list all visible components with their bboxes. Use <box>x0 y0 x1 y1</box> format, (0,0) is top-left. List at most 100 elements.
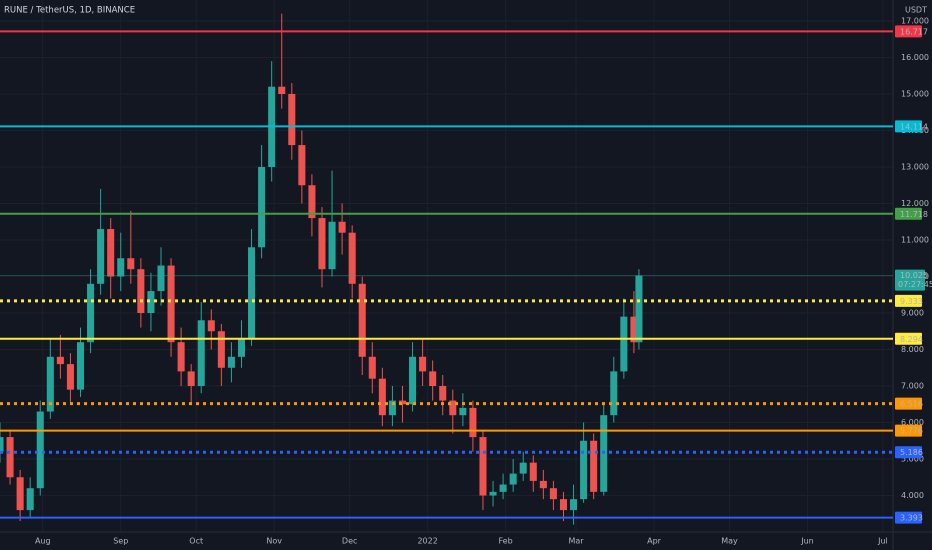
candle-body <box>398 400 407 405</box>
chart-title: RUNE / TetherUS, 1D, BINANCE <box>4 6 135 16</box>
level-label: 9.333 <box>900 297 923 306</box>
level-label-box <box>895 207 922 220</box>
candle-body <box>378 378 386 416</box>
x-tick-label: Dec <box>342 537 357 546</box>
level-label-box <box>895 511 922 524</box>
candle-body <box>499 484 507 492</box>
candle-body <box>237 338 246 357</box>
candle-body <box>580 440 588 500</box>
candle-body <box>6 437 14 478</box>
y-tick-label: 7.000 <box>901 381 924 390</box>
candle-body <box>409 356 417 405</box>
y-tick-label: 17.000 <box>901 16 929 25</box>
current-price-box <box>895 269 925 291</box>
candle-body <box>479 437 487 496</box>
candle-body <box>610 371 618 416</box>
x-tick-label: Jul <box>877 537 888 546</box>
candle-body <box>549 488 557 500</box>
level-label-box <box>895 25 922 38</box>
candle-body <box>248 247 256 339</box>
candle-body <box>36 411 44 489</box>
candle-body <box>358 283 366 357</box>
candle-body <box>258 166 266 248</box>
x-tick-label: Aug <box>35 537 51 546</box>
x-tick-label: Feb <box>499 537 513 546</box>
level-label: 5.186 <box>900 448 923 457</box>
x-tick-label: Oct <box>189 537 203 546</box>
y-tick-label: 6.000 <box>901 418 924 427</box>
candle-body <box>559 499 567 511</box>
candle-body <box>97 229 105 284</box>
currency: USDT <box>905 6 927 15</box>
candle-body <box>590 440 598 492</box>
candle-body <box>87 283 95 343</box>
candle-body <box>46 356 54 412</box>
current-price-label: 10.025 <box>900 271 928 280</box>
level-label-box <box>895 120 922 133</box>
level-label: 16.717 <box>900 27 928 36</box>
level-label-box <box>895 294 922 307</box>
candle-body <box>630 316 638 343</box>
candle-body <box>147 291 155 313</box>
candle-body <box>227 356 235 368</box>
level-label-box <box>895 397 922 410</box>
y-tick-label: 5.000 <box>901 454 924 463</box>
candle-body <box>167 265 175 343</box>
candle-body <box>217 331 225 368</box>
x-tick-label: Sep <box>113 537 128 546</box>
candle-body <box>157 265 165 292</box>
candle-body <box>529 462 537 481</box>
x-tick-label: Mar <box>569 537 585 546</box>
x-tick-label: May <box>721 537 738 546</box>
y-tick-label: 9.000 <box>901 308 924 317</box>
candle-body <box>519 462 527 474</box>
candle-body <box>197 320 205 386</box>
candle-body <box>177 342 185 372</box>
candle-body <box>278 86 286 94</box>
candle-body <box>318 218 326 270</box>
candle-body <box>207 320 215 332</box>
level-label: 14.114 <box>900 122 928 131</box>
candle-body <box>469 407 477 438</box>
candle-body <box>187 371 195 386</box>
y-tick-label: 15.000 <box>901 89 929 98</box>
candle-body <box>137 269 145 313</box>
candle-body <box>76 342 85 390</box>
level-label-box <box>895 424 922 437</box>
candle-body <box>429 371 437 386</box>
candle-body <box>56 356 64 365</box>
candle-body <box>0 437 4 452</box>
level-label: 8.294 <box>900 335 923 344</box>
candle-body <box>288 93 296 146</box>
candle-body <box>620 316 628 372</box>
candle-body <box>368 356 376 379</box>
candle-body <box>107 229 115 277</box>
candle-body <box>439 385 447 401</box>
candle-body <box>338 221 346 233</box>
candle-body <box>298 145 306 186</box>
candle-body <box>117 258 125 277</box>
level-label: 5.776 <box>900 427 923 436</box>
candle-body <box>459 407 467 416</box>
x-tick-label: Nov <box>266 537 282 546</box>
candle-body <box>570 499 578 511</box>
y-tick-label: 8.000 <box>901 345 924 354</box>
candle-body <box>127 258 135 270</box>
y-tick-label: 4.000 <box>901 491 924 500</box>
x-tick-label: 2022 <box>417 537 437 546</box>
candle-body <box>419 356 427 372</box>
x-tick-label: Jun <box>800 537 814 546</box>
level-label: 6.516 <box>900 400 923 409</box>
level-label: 3.393 <box>900 514 923 523</box>
level-label: 11.718 <box>900 210 928 219</box>
candle-body <box>26 488 34 511</box>
candle-body <box>308 185 316 219</box>
candle-body <box>16 477 24 511</box>
candle-body <box>489 491 497 496</box>
candle-body <box>348 232 356 284</box>
candle-body <box>509 473 517 485</box>
y-tick-label: 16.000 <box>901 53 929 62</box>
